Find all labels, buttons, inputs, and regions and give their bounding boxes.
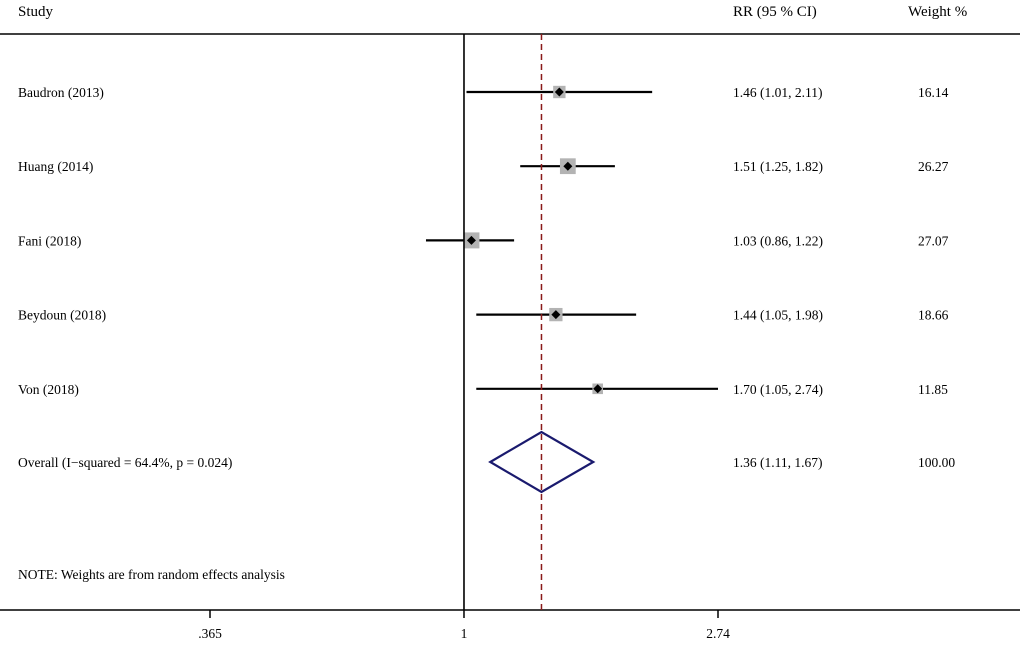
study-label: Fani (2018) (18, 233, 81, 248)
header-study: Study (18, 4, 54, 20)
study-label: Beydoun (2018) (18, 308, 106, 323)
study-label: Von (2018) (18, 382, 79, 397)
weight-value: 16.14 (918, 85, 949, 100)
overall-diamond (488, 430, 596, 494)
study-row: Baudron (2013) 1.46 (1.01, 2.11) 16.14 (18, 85, 949, 100)
overall-label: Overall (I−squared = 64.4%, p = 0.024) (18, 455, 232, 470)
weight-value: 27.07 (918, 233, 949, 248)
study-row: Huang (2014) 1.51 (1.25, 1.82) 26.27 (18, 158, 949, 174)
x-axis-ticks: .365 1 2.74 (198, 610, 730, 641)
x-tick-label: 1 (461, 626, 468, 641)
note-text: NOTE: Weights are from random effects an… (18, 567, 285, 582)
x-tick-label: .365 (198, 626, 222, 641)
point-estimate-marker (466, 235, 476, 245)
ci-text: 1.46 (1.01, 2.11) (733, 85, 823, 100)
overall-ci-text: 1.36 (1.11, 1.67) (733, 455, 823, 470)
ci-text: 1.70 (1.05, 2.74) (733, 382, 823, 397)
study-row: Fani (2018) 1.03 (0.86, 1.22) 27.07 (18, 232, 949, 249)
study-label: Huang (2014) (18, 159, 93, 174)
study-row: Von (2018) 1.70 (1.05, 2.74) 11.85 (18, 382, 948, 397)
study-rows: Baudron (2013) 1.46 (1.01, 2.11) 16.14 Huan… (18, 85, 949, 397)
weight-value: 11.85 (918, 382, 948, 397)
x-tick-label: 2.74 (706, 626, 730, 641)
point-estimate-marker (563, 161, 573, 171)
point-estimate-marker (554, 87, 564, 97)
overall-row: Overall (I−squared = 64.4%, p = 0.024) 1.… (18, 430, 955, 494)
overall-weight: 100.00 (918, 455, 955, 470)
header-effect: RR (95 % CI) (733, 4, 817, 20)
ci-text: 1.44 (1.05, 1.98) (733, 308, 823, 323)
weight-value: 18.66 (918, 308, 949, 323)
study-row: Beydoun (2018) 1.44 (1.05, 1.98) 18.66 (18, 308, 949, 323)
point-estimate-marker (551, 310, 561, 320)
point-estimate-marker (593, 384, 603, 394)
study-label: Baudron (2013) (18, 85, 104, 100)
header-weight: Weight % (908, 4, 967, 20)
weight-value: 26.27 (918, 159, 949, 174)
ci-text: 1.03 (0.86, 1.22) (733, 233, 823, 248)
ci-text: 1.51 (1.25, 1.82) (733, 159, 823, 174)
